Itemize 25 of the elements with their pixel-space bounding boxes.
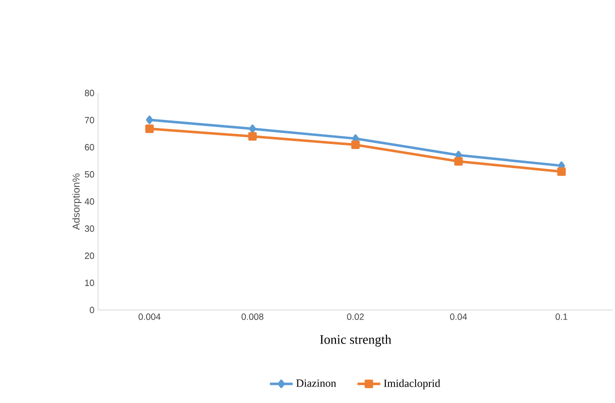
legend-label: Diazinon [296,379,336,387]
point [248,132,257,141]
x-tick-label: 0.04 [450,314,467,320]
point [351,140,360,150]
x-tick-label: 0.004 [138,314,160,320]
point [454,157,463,166]
y-tick-label: 30 [84,225,94,232]
y-tick-label: 10 [85,280,94,286]
x-tick-label: 0.008 [242,314,264,320]
y-tick-label: 50 [84,171,94,178]
x-axis-title: Ionic strength [320,334,392,347]
y-tick-label: 0 [90,306,94,314]
x-tick-label: 0.02 [347,314,364,320]
legend-label: Imidacloprid [384,379,440,390]
point [557,167,566,176]
y-tick-label: 40 [84,198,94,205]
y-tick-label: 20 [84,252,94,259]
x-tick-label: 0.1 [556,314,568,320]
y-tick-label: 60 [84,144,94,150]
point [146,116,154,124]
point [145,124,154,134]
y-axis-title: Adsorption% [72,173,82,230]
point [249,124,256,134]
y-tick-label: 70 [84,116,94,124]
y-tick-label: 80 [84,90,94,96]
